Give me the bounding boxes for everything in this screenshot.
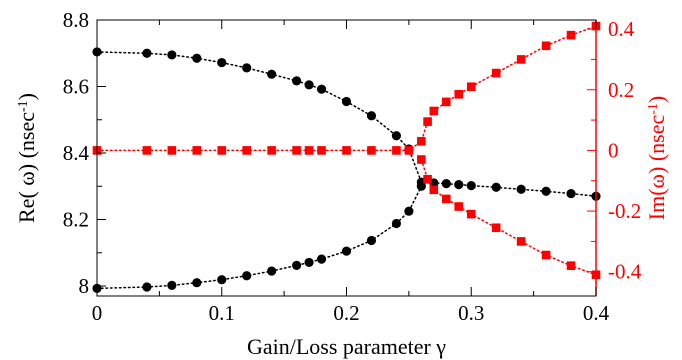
svg-text:Re( ω) (nsec-1): Re( ω) (nsec-1) xyxy=(14,93,39,223)
svg-text:Im(ω) (nsec-1): Im(ω) (nsec-1) xyxy=(644,96,669,221)
data-point-square xyxy=(392,146,401,155)
x-tick-label: 0 xyxy=(92,301,103,325)
data-point-square xyxy=(367,146,376,155)
data-point-circle xyxy=(391,131,401,141)
data-point-square xyxy=(192,146,202,155)
x-tick-label: 0.3 xyxy=(458,301,484,325)
data-point-circle xyxy=(142,48,152,58)
y-right-tick-label: 0.4 xyxy=(608,17,635,41)
y-left-tick-label: 8.6 xyxy=(63,75,89,99)
data-point-circle xyxy=(316,254,327,264)
y-right-tick-label: -0.2 xyxy=(608,199,641,223)
data-point-square xyxy=(429,106,439,116)
y-right-tick-label: 0 xyxy=(608,138,619,162)
data-point-square xyxy=(541,250,551,260)
x-tick-label: 0.2 xyxy=(333,301,359,325)
y-left-tick-label: 8.8 xyxy=(63,8,89,32)
axes-layer: 0 0.1 0.2 0.3 0.4 8 8.2 8.4 8.6 8.8 -0.4 -0.2 0 0.2 0.… xyxy=(63,8,642,325)
data-point-circle xyxy=(142,282,152,292)
data-point-square xyxy=(442,97,451,107)
data-point-circle xyxy=(167,280,177,290)
data-point-circle xyxy=(304,80,314,90)
data-point-circle xyxy=(441,179,451,189)
series-dotted-line xyxy=(96,51,597,197)
data-point-square xyxy=(466,209,476,219)
data-point-circle xyxy=(292,260,302,271)
x-tick-label: 0.1 xyxy=(209,301,235,325)
data-point-circle xyxy=(391,218,401,229)
data-point-square xyxy=(516,55,526,64)
data-point-circle xyxy=(167,50,177,60)
data-point-circle xyxy=(267,266,277,276)
data-point-circle xyxy=(404,206,414,216)
data-point-square xyxy=(242,146,251,155)
data-point-square xyxy=(541,41,551,51)
data-point-square xyxy=(417,137,426,146)
y-left-title-main: Re( ω) (nsec xyxy=(14,112,39,223)
y-right-tick-label: 0.2 xyxy=(608,78,634,102)
data-point-circle xyxy=(416,181,426,191)
data-point-square xyxy=(454,202,464,211)
data-point-circle xyxy=(192,278,202,288)
data-point-circle xyxy=(541,186,551,196)
y-left-axis-title: Re( ω) (nsec-1) xyxy=(14,93,39,223)
data-point-square xyxy=(417,155,426,164)
data-point-circle xyxy=(192,53,202,63)
y-left-title-sup: -1 xyxy=(16,100,31,112)
data-point-square xyxy=(466,82,476,92)
data-point-circle xyxy=(366,235,377,246)
data-point-square xyxy=(317,146,326,155)
data-point-square xyxy=(442,194,451,204)
data-point-circle xyxy=(217,275,227,285)
series-dotted-line xyxy=(96,25,597,152)
y-right-tick-label: -0.4 xyxy=(608,260,642,284)
y-left-tick-label: 8.4 xyxy=(63,141,90,165)
y-right-axis-title: Im(ω) (nsec-1) xyxy=(644,96,669,221)
data-point-square xyxy=(217,146,227,155)
data-point-circle xyxy=(316,84,327,94)
data-point-circle xyxy=(341,246,352,256)
data-point-circle xyxy=(341,96,352,107)
data-point-circle xyxy=(516,184,526,194)
data-point-square xyxy=(516,237,526,246)
data-point-square xyxy=(292,146,301,155)
data-point-square xyxy=(566,261,576,270)
data-point-circle xyxy=(566,188,576,199)
data-point-square xyxy=(566,30,576,40)
data-point-square xyxy=(342,146,351,155)
data-point-square xyxy=(491,223,501,233)
y-right-title-main: Im(ω) (nsec xyxy=(644,115,669,221)
data-point-circle xyxy=(217,57,227,68)
y-left-title-end: ) xyxy=(14,93,39,100)
data-point-square xyxy=(304,146,314,155)
data-point-circle xyxy=(466,181,476,191)
data-point-square xyxy=(167,146,177,155)
data-point-square xyxy=(429,185,439,195)
data-point-square xyxy=(267,146,276,155)
series-layer xyxy=(92,21,601,293)
data-point-square xyxy=(142,146,152,155)
data-point-circle xyxy=(267,69,277,79)
x-axis-title: Gain/Loss parameter γ xyxy=(247,334,446,359)
data-point-square xyxy=(491,68,501,78)
x-tick-label: 0.4 xyxy=(583,301,610,325)
data-point-square xyxy=(404,146,414,155)
y-right-title-end: ) xyxy=(644,96,669,103)
data-point-circle xyxy=(454,180,464,190)
y-right-title-sup: -1 xyxy=(646,103,661,115)
data-point-circle xyxy=(292,76,302,86)
data-point-circle xyxy=(304,257,314,268)
data-point-square xyxy=(454,90,464,99)
y-left-tick-label: 8.2 xyxy=(63,208,89,232)
data-point-circle xyxy=(242,271,252,281)
data-point-circle xyxy=(242,63,252,73)
data-point-circle xyxy=(491,182,501,192)
data-point-circle xyxy=(366,111,377,121)
series-dotted-line xyxy=(420,158,597,276)
y-left-tick-label: 8 xyxy=(79,274,90,298)
data-point-square xyxy=(423,174,432,184)
data-point-square xyxy=(423,117,432,126)
